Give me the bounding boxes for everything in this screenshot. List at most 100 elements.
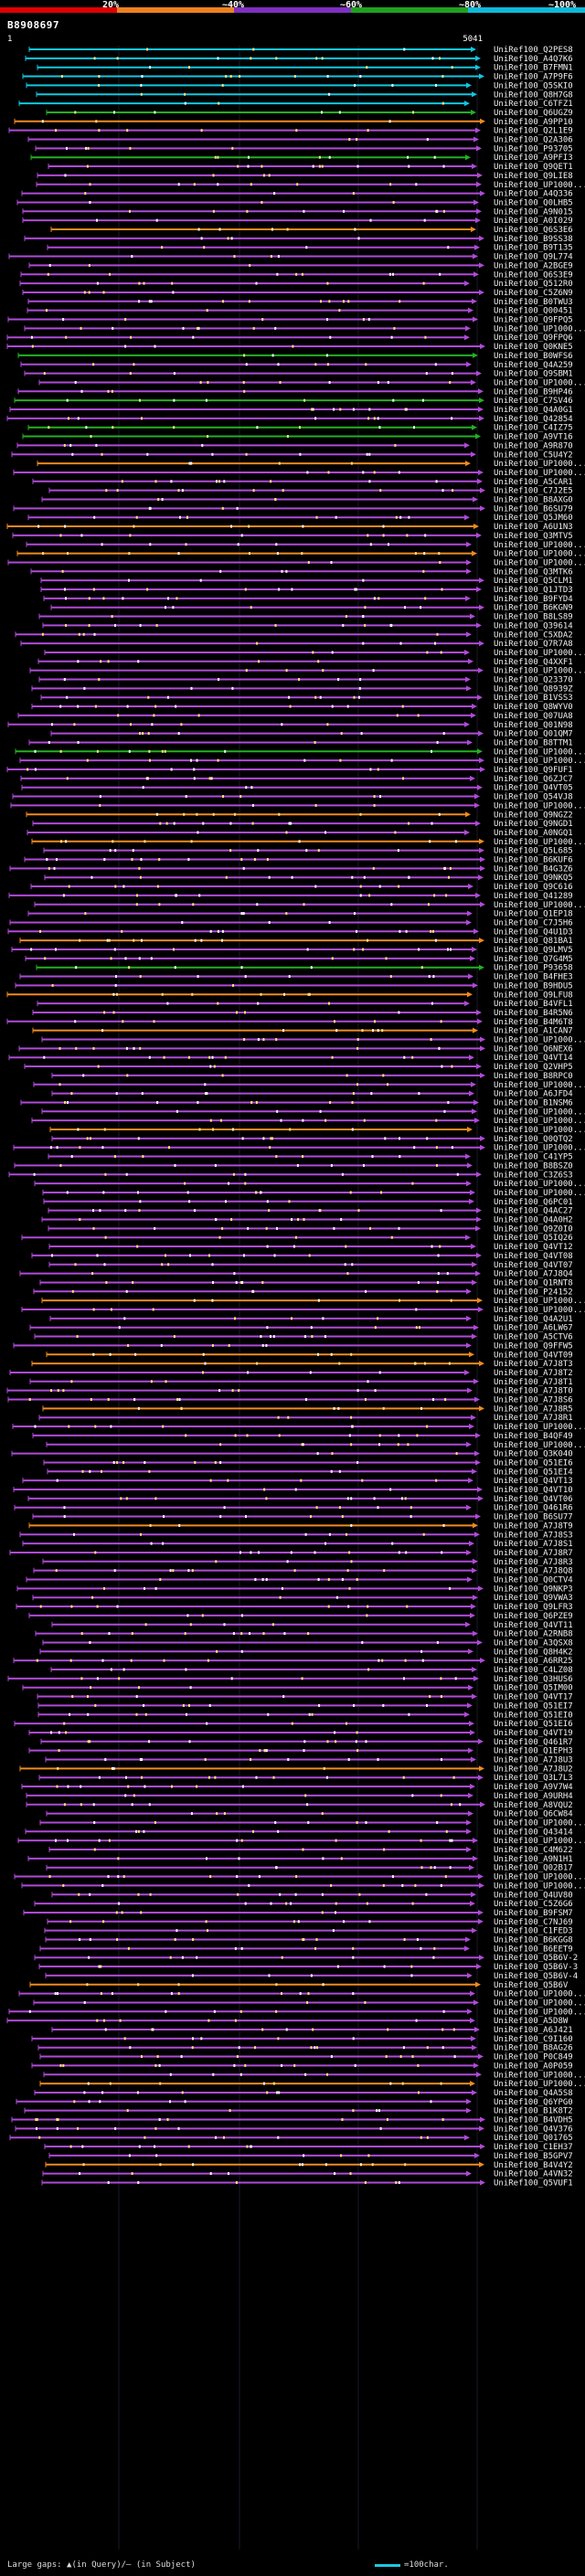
hit-row[interactable]: UniRef100_C4M622 [48, 1846, 573, 1855]
hit-label[interactable]: UniRef100_A7J8T2 [494, 1369, 573, 1378]
hit-row[interactable]: UniRef100_Q4XXF1 [37, 658, 573, 667]
hit-label[interactable]: UniRef100_B6EET9 [494, 1945, 573, 1954]
hit-label[interactable]: UniRef100_Q4VT07 [494, 1261, 573, 1270]
hit-label[interactable]: UniRef100_A6JFD4 [494, 1090, 573, 1099]
hit-row[interactable]: UniRef100_A9PFI3 [30, 154, 573, 163]
hit-label[interactable]: UniRef100_A4VN32 [494, 2170, 573, 2179]
hit-row[interactable]: UniRef100_C7J5H6 [9, 918, 573, 928]
hit-label[interactable]: UniRef100_Q5B6V-2 [494, 1954, 578, 1963]
hit-row[interactable]: UniRef100_Q5SKI0 [26, 81, 573, 90]
hit-label[interactable]: UniRef100_Q4U1D3 [494, 928, 573, 937]
hit-row[interactable]: UniRef100_B9FYD4 [43, 595, 573, 604]
hit-row[interactable]: UniRef100_A5D8W [6, 2017, 569, 2026]
hit-row[interactable]: UniRef100_P24152 [33, 1288, 573, 1297]
hit-row[interactable]: UniRef100_Q8H4K2 [39, 1648, 573, 1657]
hit-label[interactable]: UniRef100_B8LS89 [494, 613, 573, 622]
hit-label[interactable]: UniRef100_Q4A0G1 [494, 406, 573, 415]
hit-row[interactable]: UniRef100_B6EET9 [39, 1945, 573, 1954]
hit-row[interactable]: UniRef100_Q3HUS6 [7, 1675, 573, 1684]
hit-label[interactable]: UniRef100_Q6S3E9 [494, 270, 573, 280]
hit-row[interactable]: UniRef100_C5Z6G6 [34, 1900, 573, 1909]
hit-label[interactable]: UniRef100_A7J8T0 [494, 1387, 573, 1396]
hit-label[interactable]: UniRef100_Q4A0H2 [494, 1216, 573, 1225]
hit-row[interactable]: UniRef100_Q5B6V-3 [38, 1963, 578, 1972]
hit-label[interactable]: UniRef100_A7J8S3 [494, 1531, 573, 1540]
hit-label[interactable]: UniRef100_Q39614 [494, 621, 573, 631]
hit-label[interactable]: UniRef100_Q5SKI0 [494, 81, 573, 90]
hit-row[interactable]: UniRef100_Q4A5S8 [34, 2089, 573, 2098]
hit-row[interactable]: UniRef100_Q4A259 [20, 361, 573, 370]
hit-label[interactable]: UniRef100_Q9FPQ6 [494, 334, 573, 343]
hit-label[interactable]: UniRef100_UP1000... [494, 181, 585, 190]
hit-row[interactable]: UniRef100_Q5B6V-4 [45, 1972, 578, 1981]
hit-row[interactable]: UniRef100_UP1000... [13, 1144, 585, 1153]
hit-label[interactable]: UniRef100_UP1000... [494, 667, 585, 676]
hit-label[interactable]: UniRef100_Q4A5S8 [494, 2089, 573, 2098]
hit-row[interactable]: UniRef100_C4LZ08 [50, 1666, 573, 1675]
hit-row[interactable]: UniRef100_UP1000... [12, 1423, 585, 1432]
hit-row[interactable]: UniRef100_Q51EI0 [37, 1711, 573, 1720]
hit-row[interactable]: UniRef100_B8AG26 [37, 2044, 573, 2053]
hit-label[interactable]: UniRef100_Q01765 [494, 2134, 573, 2143]
hit-label[interactable]: UniRef100_Q2A306 [494, 136, 573, 145]
hit-label[interactable]: UniRef100_Q02B17 [494, 1864, 573, 1873]
hit-label[interactable]: UniRef100_B6KUF6 [494, 856, 573, 865]
hit-row[interactable]: UniRef100_UP1000... [15, 747, 585, 757]
hit-label[interactable]: UniRef100_B8AG26 [494, 2044, 573, 2053]
hit-label[interactable]: UniRef100_Q51EI4 [494, 1468, 573, 1477]
hit-row[interactable]: UniRef100_Q4V376 [15, 2125, 573, 2134]
hit-label[interactable]: UniRef100_A7J8T3 [494, 1360, 573, 1369]
hit-row[interactable]: UniRef100_Q51EI4 [47, 1468, 573, 1477]
hit-label[interactable]: UniRef100_Q4VT08 [494, 1252, 573, 1261]
hit-row[interactable]: UniRef100_Q9NKQ5 [44, 874, 573, 883]
hit-row[interactable]: UniRef100_A9PP10 [14, 118, 573, 127]
hit-row[interactable]: UniRef100_Q4VT17 [37, 1693, 573, 1702]
hit-label[interactable]: UniRef100_UP1000... [494, 747, 585, 757]
hit-row[interactable]: UniRef100_Q4VT05 [21, 784, 573, 793]
hit-label[interactable]: UniRef100_A9N015 [494, 207, 573, 217]
hit-row[interactable]: UniRef100_Q1JTD3 [40, 586, 573, 595]
hit-row[interactable]: UniRef100_UP1000... [16, 550, 585, 559]
hit-label[interactable]: UniRef100_B1NSM6 [494, 1098, 573, 1108]
hit-row[interactable]: UniRef100_B1K8T2 [24, 2107, 573, 2116]
hit-row[interactable]: UniRef100_UP1000... [14, 1873, 585, 1882]
hit-row[interactable]: UniRef100_B6KGN9 [50, 604, 573, 613]
hit-row[interactable]: UniRef100_UP1000... [33, 1998, 585, 2008]
hit-label[interactable]: UniRef100_B8AXG0 [494, 496, 573, 505]
hit-row[interactable]: UniRef100_B0WFS6 [17, 352, 573, 361]
hit-row[interactable]: UniRef100_B8AXG0 [41, 496, 573, 505]
hit-label[interactable]: UniRef100_UP1000... [494, 1180, 585, 1189]
hit-label[interactable]: UniRef100_Q0QTQ2 [494, 1135, 573, 1144]
hit-row[interactable]: UniRef100_Q3MTV5 [12, 532, 573, 541]
hit-row[interactable]: UniRef100_Q7G4M5 [25, 955, 573, 964]
hit-row[interactable]: UniRef100_P93658 [36, 964, 573, 973]
hit-label[interactable]: UniRef100_Q8939Z [494, 684, 573, 694]
hit-row[interactable]: UniRef100_B4V4Y2 [45, 2161, 573, 2170]
hit-label[interactable]: UniRef100_UP1000... [494, 838, 585, 847]
hit-row[interactable]: UniRef100_B6SU77 [32, 1513, 573, 1522]
hit-label[interactable]: UniRef100_B9HP46 [494, 387, 573, 397]
hit-label[interactable]: UniRef100_A9N1H1 [494, 1855, 573, 1864]
hit-label[interactable]: UniRef100_Q5IM00 [494, 1684, 573, 1693]
hit-label[interactable]: UniRef100_Q5B6V-3 [494, 1963, 578, 1972]
hit-label[interactable]: UniRef100_A7J8U2 [494, 1765, 573, 1774]
hit-row[interactable]: UniRef100_Q39614 [42, 621, 573, 631]
hit-row[interactable]: UniRef100_B6KUF6 [24, 856, 573, 865]
hit-row[interactable]: UniRef100_A7J8T2 [9, 1369, 573, 1378]
hit-label[interactable]: UniRef100_UP1000... [494, 1126, 585, 1135]
hit-label[interactable]: UniRef100_Q01QM7 [494, 730, 573, 739]
hit-row[interactable]: UniRef100_C7J2E5 [48, 487, 573, 496]
hit-row[interactable]: UniRef100_B9HDU5 [15, 981, 573, 991]
hit-label[interactable]: UniRef100_B4R5N6 [494, 1009, 573, 1018]
hit-label[interactable]: UniRef100_B6SU77 [494, 1513, 573, 1522]
hit-row[interactable]: UniRef100_A6JFD4 [51, 1090, 573, 1099]
hit-label[interactable]: UniRef100_Q4AC27 [494, 1207, 573, 1216]
hit-label[interactable]: UniRef100_UP1000... [494, 1144, 585, 1153]
hit-row[interactable]: UniRef100_C6TFZ1 [18, 100, 573, 109]
hit-row[interactable]: UniRef100_Q54VJ8 [12, 793, 573, 802]
hit-label[interactable]: UniRef100_Q4VT09 [494, 1351, 573, 1360]
hit-label[interactable]: UniRef100_UP1000... [494, 1081, 585, 1090]
hit-row[interactable]: UniRef100_UP1000... [38, 378, 585, 387]
hit-label[interactable]: UniRef100_Q5IQ26 [494, 1234, 573, 1243]
hit-row[interactable]: UniRef100_C5XDA2 [15, 631, 573, 640]
